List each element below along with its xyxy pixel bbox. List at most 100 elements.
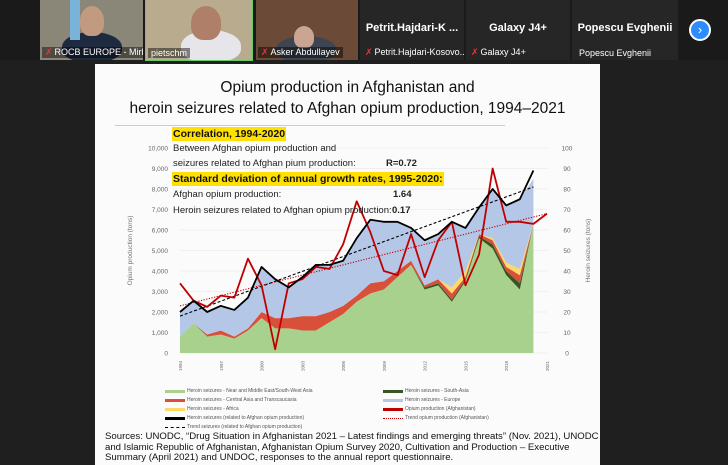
y-tick-label: 8,000 <box>152 187 169 194</box>
area-heroin-seizures-africa <box>180 223 534 337</box>
participant-display-name: Petrit.Hajdari-K ... <box>365 22 459 34</box>
legend-label: Heroin seizures (related to Afghan opium… <box>187 415 305 421</box>
x-tick-label: 2012 <box>423 360 428 371</box>
participant-name: pietschm <box>151 48 188 58</box>
legend-swatch <box>165 389 185 393</box>
participant-tile[interactable]: Popescu Evghenii Popescu Evghenii <box>572 0 678 60</box>
sources-note: Sources: UNODC, “Drug Situation in Afgha… <box>105 431 599 463</box>
chevron-right-icon: › <box>697 22 703 37</box>
title-line-2: heroin seizures related to Afghan opium … <box>129 100 566 117</box>
correlation-text-1: Between Afghan opium production and <box>173 143 337 154</box>
participant-tile-active-speaker[interactable]: pietschm <box>145 0 253 61</box>
legend-swatch <box>383 389 403 393</box>
y2-tick-label: 100 <box>562 146 573 153</box>
legend-label: Heroin seizures - Africa <box>187 406 239 412</box>
participant-tile[interactable]: Petrit.Hajdari-K ... ✗ Petrit.Hajdari-Kos… <box>360 0 464 60</box>
mic-muted-icon: ✗ <box>471 47 479 57</box>
participant-tile[interactable]: Galaxy J4+ ✗ Galaxy J4+ <box>466 0 570 60</box>
legend-item: Opium production (Afghanistan) <box>383 406 476 412</box>
legend-item: Heroin seizures - Central Asia and Trans… <box>165 397 297 403</box>
x-tick-label: 2003 <box>300 360 305 371</box>
legend-swatch <box>165 407 185 411</box>
y-tick-label: 3,000 <box>152 289 169 296</box>
chart: 0 0 1,000 10 2,000 20 3,000 30 4,000 40 5,000 50 6,0… <box>127 146 592 372</box>
legend-item: Trend seizures (related to Afghan opium … <box>165 424 302 430</box>
y-tick-label: 6,000 <box>152 228 169 235</box>
legend-item: Trend opium production (Afghanistan) <box>383 415 489 421</box>
mic-muted-icon: ✗ <box>365 47 373 57</box>
participant-label: pietschm <box>148 48 191 58</box>
y-tick-label: 9,000 <box>152 166 169 173</box>
legend-label: Trend seizures (related to Afghan opium … <box>187 424 303 430</box>
stddev-heroin-value: 0.17 <box>392 205 411 216</box>
correlation-heading: Correlation, 1994-2020 <box>172 127 287 141</box>
legend-item: Heroin seizures - Africa <box>165 406 239 412</box>
stddev-heroin-label: Heroin seizures related to Afghan opium … <box>173 205 392 216</box>
participant-label: Popescu Evghenii <box>576 48 654 58</box>
y2-tick-label: 30 <box>563 289 571 296</box>
participant-tile[interactable]: ✗ Asker Abdullayev <box>256 0 358 60</box>
legend-item: Heroin seizures - Near and Middle East/S… <box>165 388 313 394</box>
participant-label: ✗ Galaxy J4+ <box>468 47 529 58</box>
x-tick-label: 2009 <box>382 360 387 371</box>
y-tick-label: 2,000 <box>152 310 169 317</box>
stddev-opium-label: Afghan opium production: <box>173 189 282 200</box>
legend-swatch <box>383 398 403 402</box>
x-tick-label: 1997 <box>219 360 224 371</box>
x-tick-label: 2015 <box>463 360 468 371</box>
participant-display-name: Galaxy J4+ <box>489 22 547 34</box>
y-tick-label: 7,000 <box>152 207 169 214</box>
y-tick-label: 1,000 <box>152 330 169 337</box>
next-page-button[interactable]: › <box>689 19 711 41</box>
legend-swatch <box>383 407 403 411</box>
y2-tick-label: 60 <box>563 228 571 235</box>
flag <box>70 0 80 40</box>
x-tick-label: 2006 <box>341 360 346 371</box>
participant-face <box>294 26 314 48</box>
y-tick-label: 0 <box>164 351 168 358</box>
legend-item: Heroin seizures - South-Asia <box>383 388 469 394</box>
shared-slide: Opium production in Afghanistan and hero… <box>95 64 600 465</box>
participant-name: Popescu Evghenii <box>579 48 652 58</box>
participant-display-name: Popescu Evghenii <box>577 22 673 34</box>
legend-label: Opium production (Afghanistan) <box>405 406 476 412</box>
participant-strip: ✗ROCB EUROPE - Mirh... pietschm ✗Asker A… <box>0 0 728 61</box>
legend-label: Trend opium production (Afghanistan) <box>405 415 489 421</box>
participant-label: ✗ Petrit.Hajdari-Kosovo... <box>362 47 464 58</box>
divider <box>115 125 505 126</box>
stddev-heading: Standard deviation of annual growth rate… <box>172 172 444 186</box>
participant-face <box>80 6 104 36</box>
y2-tick-label: 80 <box>563 187 571 194</box>
participant-name: Asker Abdullayev <box>270 47 340 57</box>
legend-label: Heroin seizures - Europe <box>405 397 461 403</box>
opium-production-line <box>179 167 548 351</box>
y2-axis-label: Heroin seizures (tons) <box>585 219 592 283</box>
area-heroin-seizures-europe <box>180 178 534 337</box>
y2-tick-label: 50 <box>563 248 571 255</box>
legend-item: Heroin seizures - Europe <box>383 397 460 403</box>
y-tick-label: 4,000 <box>152 269 169 276</box>
legend-label: Heroin seizures - South-Asia <box>405 388 469 394</box>
participant-tile[interactable]: ✗ROCB EUROPE - Mirh... <box>40 0 143 60</box>
y-axis-label: Opium production (tons) <box>127 216 134 286</box>
y2-tick-label: 0 <box>565 351 569 358</box>
legend-label: Heroin seizures - Central Asia and Trans… <box>187 397 297 403</box>
x-tick-label: 2018 <box>504 360 509 371</box>
correlation-value: R=0.72 <box>386 158 417 169</box>
y2-tick-label: 40 <box>563 269 571 276</box>
y-tick-label: 5,000 <box>152 248 169 255</box>
legend-item: Heroin seizures (related to Afghan opium… <box>165 415 304 421</box>
participant-name: Galaxy J4+ <box>480 47 526 57</box>
stddev-opium-value: 1.64 <box>393 189 412 200</box>
trend-line <box>179 186 534 317</box>
y-tick-label: 10,000 <box>148 146 168 153</box>
title-line-1: Opium production in Afghanistan and <box>220 79 475 96</box>
mic-muted-icon: ✗ <box>45 47 53 57</box>
participant-name: ROCB EUROPE - Mirh... <box>54 47 143 57</box>
participant-label: ✗ROCB EUROPE - Mirh... <box>42 47 143 58</box>
participant-label: ✗ Asker Abdullayev <box>258 47 343 58</box>
y2-tick-label: 10 <box>563 330 571 337</box>
mic-muted-icon: ✗ <box>261 47 269 57</box>
legend-swatch <box>165 398 185 402</box>
y2-tick-label: 70 <box>563 207 571 214</box>
